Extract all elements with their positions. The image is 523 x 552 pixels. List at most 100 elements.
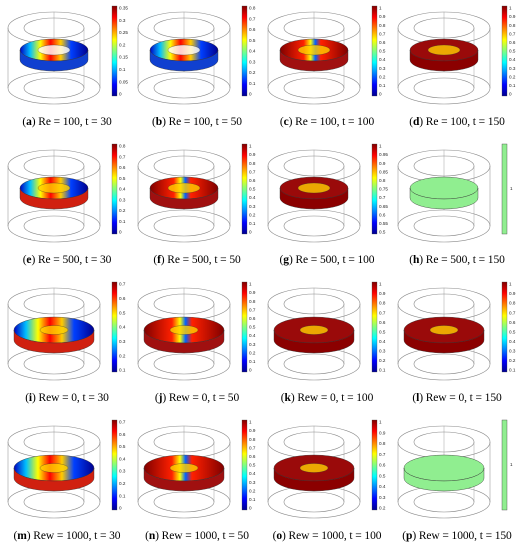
panel-label: a <box>26 116 32 128</box>
panel-label: d <box>412 116 420 128</box>
panel-e: 0.8 0.7 0.6 0.5 0.4 0.3 0.2 0.1 0 (e) Re = 500, t… <box>2 142 132 276</box>
tick-label: 0.2 <box>379 506 386 511</box>
tick-label: 0.1 <box>509 83 516 88</box>
tick-label: 0.9 <box>249 152 256 157</box>
plot-i: 0.7 0.6 0.5 0.4 0.3 0.2 0.1 <box>7 282 126 381</box>
field-slab <box>273 316 355 354</box>
tick-label: 0.1 <box>249 221 256 226</box>
tick-label: 0.4 <box>119 456 126 461</box>
panel-m: 0.7 0.6 0.5 0.4 0.3 0.2 0.1 0 (m) Rew = 1000, t … <box>2 418 132 552</box>
field-slab <box>143 454 225 492</box>
tick-label: 0 <box>119 506 122 511</box>
tick-label: 0.4 <box>249 471 256 476</box>
tick-label: 1 <box>379 420 382 425</box>
tick-label: 0.3 <box>119 18 126 23</box>
panel-caption: (o) Rew = 1000, t = 100 <box>272 530 382 542</box>
tick-label: 0.2 <box>119 353 126 358</box>
tick-label: 0 <box>249 230 252 235</box>
tick-label: 0.1 <box>119 219 126 224</box>
colorbar: 0.35 0.3 0.25 0.2 0.15 0.1 0.05 0 <box>111 6 128 97</box>
field-slab <box>409 176 479 210</box>
panel-label: n <box>148 530 156 542</box>
panel-label: j <box>158 392 163 404</box>
panel-f: 1 0.9 0.8 0.7 0.6 0.5 0.4 0.3 0.2 0.1 0 (f) Re = 50… <box>132 142 262 276</box>
plot-m: 0.7 0.6 0.5 0.4 0.3 0.2 0.1 0 <box>7 420 126 519</box>
tick-label: 0 <box>249 92 252 97</box>
panel-caption-text: Re = 100, t = 50 <box>165 116 242 128</box>
panel-label: e <box>26 254 32 266</box>
panel-label: m <box>17 530 27 542</box>
panel-c: 1 0.9 0.8 0.7 0.6 0.5 0.4 0.3 0.2 0.1 0 (c) Re = 10… <box>262 4 392 138</box>
tick-label: 0.3 <box>249 204 256 209</box>
tick-label: 0.5 <box>379 230 386 235</box>
tick-label: 0.5 <box>119 444 126 449</box>
field-slab <box>149 176 219 210</box>
tick-label: 1 <box>510 186 513 191</box>
tick-label: 0.1 <box>379 368 386 373</box>
tick-label: 0.6 <box>379 212 386 217</box>
tick-label: 0.4 <box>509 339 516 344</box>
colorbar: 0.8 0.7 0.6 0.5 0.4 0.3 0.2 0.1 0 <box>111 144 126 235</box>
tick-label: 0.25 <box>119 30 128 35</box>
tick-label: 0.3 <box>119 469 126 474</box>
plot-j: 1 0.9 0.8 0.7 0.6 0.5 0.4 0.3 0.2 0.1 0 <box>137 282 256 381</box>
tick-label: 0.3 <box>249 342 256 347</box>
tick-label: 0 <box>379 92 382 97</box>
panel-caption: (m) Rew = 1000, t = 30 <box>13 530 121 542</box>
tick-label: 0.8 <box>509 301 516 306</box>
tick-label: 1 <box>509 6 512 11</box>
colorbar: 0.8 0.7 0.6 0.5 0.4 0.3 0.2 0.1 0 <box>241 6 256 97</box>
tick-label: 0.4 <box>249 333 256 338</box>
tick-label: 0.6 <box>249 178 256 183</box>
tick-label: 0.4 <box>249 195 256 200</box>
plot-h: 1 <box>397 143 513 243</box>
panel-caption-text: Rew = 1000, t = 100 <box>285 530 382 542</box>
tick-label: 0.1 <box>249 81 256 86</box>
tick-label: 0.3 <box>509 348 516 353</box>
panel-caption: (b) Re = 100, t = 50 <box>152 116 242 128</box>
panel-caption: (d) Re = 100, t = 150 <box>409 116 505 128</box>
field-slab <box>409 38 479 72</box>
tick-label: 0.2 <box>119 42 126 47</box>
tick-label: 0.7 <box>249 16 256 21</box>
tick-label: 0.9 <box>249 290 256 295</box>
tick-label: 0.3 <box>119 197 126 202</box>
tick-label: 0.2 <box>509 358 516 363</box>
panel-g: 1 0.95 0.9 0.85 0.8 0.75 0.7 0.65 0.6 0.55 0.5 (g) … <box>262 142 392 276</box>
colorbar: 1 <box>501 419 513 511</box>
colorbar: 1 <box>501 143 513 235</box>
tick-label: 0.9 <box>379 430 386 435</box>
panel-caption: (p) Rew = 1000, t = 150 <box>402 530 512 542</box>
tick-label: 0.8 <box>249 6 256 11</box>
plot-o: 1 0.9 0.8 0.7 0.6 0.5 0.4 0.3 0.2 <box>267 420 386 519</box>
tick-label: 0.5 <box>249 187 256 192</box>
plot-l: 1 0.9 0.8 0.7 0.6 0.5 0.4 0.3 0.2 0.1 <box>397 282 516 381</box>
tick-label: 0.5 <box>379 49 386 54</box>
tick-label: 0 <box>249 368 252 373</box>
tick-label: 0.75 <box>379 187 388 192</box>
tick-label: 0.3 <box>379 495 386 500</box>
tick-label: 0.65 <box>379 204 388 209</box>
panel-caption-text: Rew = 0, t = 50 <box>166 392 240 404</box>
field-slab <box>279 176 349 210</box>
tick-label: 0.5 <box>249 325 256 330</box>
panel-label: g <box>283 254 289 266</box>
tick-label: 0.3 <box>249 480 256 485</box>
panel-caption-text: Re = 100, t = 30 <box>35 116 112 128</box>
plot-d: 1 0.9 0.8 0.7 0.6 0.5 0.4 0.3 0.2 0.1 0 <box>397 6 516 105</box>
panel-caption-text: Re = 500, t = 150 <box>422 254 505 266</box>
colorbar: 0.7 0.6 0.5 0.4 0.3 0.2 0.1 0 <box>111 420 126 511</box>
field-slab <box>403 454 485 492</box>
field-slab <box>279 38 349 72</box>
tick-label: 0.6 <box>119 165 126 170</box>
tick-label: 0.7 <box>379 452 386 457</box>
tick-label: 0.6 <box>249 27 256 32</box>
panel-a: 0.35 0.3 0.25 0.2 0.15 0.1 0.05 0 (a) Re = 100, … <box>2 4 132 138</box>
tick-label: 0.9 <box>379 161 386 166</box>
plot-e: 0.8 0.7 0.6 0.5 0.4 0.3 0.2 0.1 0 <box>7 144 126 243</box>
panel-d: 1 0.9 0.8 0.7 0.6 0.5 0.4 0.3 0.2 0.1 0 (d) Re = 10… <box>392 4 522 138</box>
field-slab <box>13 316 95 354</box>
colorbar: 1 0.9 0.8 0.7 0.6 0.5 0.4 0.3 0.2 0.1 0 <box>371 6 386 97</box>
tick-label: 0.3 <box>119 339 126 344</box>
